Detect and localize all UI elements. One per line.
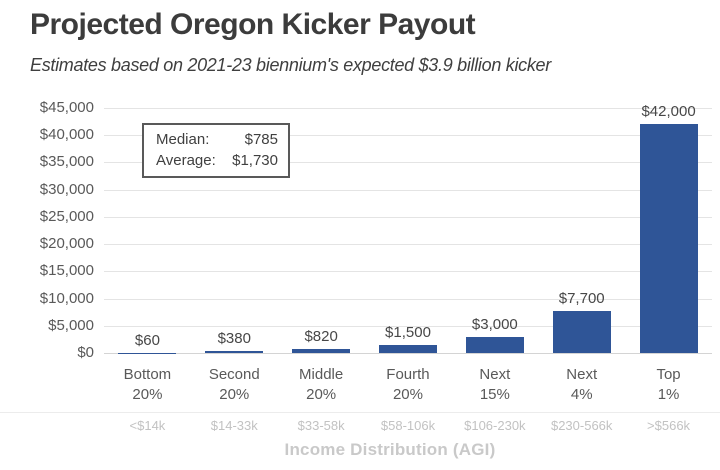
category-axis-line	[0, 412, 720, 413]
page-title: Projected Oregon Kicker Payout	[30, 8, 476, 41]
gridline	[104, 189, 712, 191]
income-range-label: $58-106k	[380, 418, 436, 433]
average-stat-label: Average:	[156, 152, 216, 169]
gridline	[104, 298, 712, 300]
stat-box: Median: $785 Average: $1,730	[142, 123, 290, 178]
x-axis-label-line1: Fourth	[386, 366, 430, 383]
bar-value-label: $380	[217, 329, 251, 347]
x-axis-label: Fourth 20%	[365, 365, 452, 405]
x-axis-label-line1: Bottom	[123, 366, 172, 383]
bar-value-label: $3,000	[471, 315, 518, 333]
y-axis-label: $45,000	[39, 99, 94, 116]
x-axis-label: Next 4%	[538, 365, 625, 405]
x-axis-label: Top 1%	[625, 365, 712, 405]
x-axis-label-line1: Top	[656, 366, 681, 383]
x-axis-label-line1: Next	[479, 366, 511, 383]
bar	[639, 124, 698, 353]
gridline	[104, 108, 712, 109]
x-axis-label-line2: 20%	[132, 386, 163, 403]
bar-value-label: $60	[134, 331, 160, 349]
bar-value-label: $1,500	[385, 323, 431, 341]
x-axis-label: Bottom 20%	[104, 365, 191, 405]
median-stat-label: Median:	[156, 131, 210, 148]
income-ranges-row: <$14k $14-33k $33-58k $58-106k $106-230k $230…	[104, 418, 712, 434]
gridline	[104, 353, 712, 354]
bar	[465, 336, 524, 353]
bar	[292, 348, 351, 353]
bar-value-label: $42,000	[641, 103, 696, 121]
gridline	[104, 325, 712, 327]
x-axis-label-line1: Middle	[299, 366, 344, 383]
x-axis: Bottom 20% Second 20% Middle 20% Fourth 20% Next…	[104, 365, 712, 409]
plot-area: $60 $380 $820 $1,500 $3,000 $7,700 $42,000	[104, 103, 712, 354]
y-axis-label: $30,000	[39, 180, 94, 198]
x-axis-label-line2: 4%	[570, 386, 593, 403]
income-range-label: $14-33k	[210, 418, 258, 433]
y-axis-label: $20,000	[39, 235, 94, 253]
bar-value-label: $820	[304, 327, 338, 345]
gridline	[104, 162, 712, 164]
y-axis-label: $15,000	[39, 262, 94, 280]
income-range-label: $230-566k	[550, 418, 613, 433]
y-axis-label: $0	[77, 344, 94, 361]
y-axis-label: $5,000	[48, 316, 94, 334]
y-axis-label: $40,000	[39, 126, 94, 144]
median-stat-value: $785	[244, 131, 278, 148]
income-range-label: $33-58k	[297, 418, 345, 433]
x-axis-label: Next 15%	[451, 365, 538, 405]
x-axis-label-line2: 15%	[479, 386, 510, 403]
income-range-label: $106-230k	[464, 418, 526, 433]
average-stat-value: $1,730	[232, 152, 278, 169]
x-axis-label: Middle 20%	[278, 365, 365, 405]
x-axis-label-line2: 20%	[219, 386, 250, 403]
gridline	[104, 244, 712, 246]
x-axis-label-line2: 20%	[306, 386, 337, 403]
gridline	[104, 271, 712, 273]
x-axis-label-line2: 1%	[657, 386, 680, 403]
y-axis-label: $35,000	[39, 153, 94, 171]
bar	[205, 350, 264, 353]
gridline	[104, 135, 712, 137]
x-axis-label-line1: Second	[208, 366, 260, 383]
income-range-label: >$566k	[647, 418, 691, 433]
bar-value-label: $7,700	[558, 290, 605, 308]
bar	[552, 311, 611, 353]
gridline	[104, 216, 712, 218]
bar	[379, 344, 437, 353]
x-axis-label-line2: 20%	[392, 386, 423, 403]
y-axis-label: $10,000	[39, 289, 94, 307]
x-axis-label: Second 20%	[191, 365, 278, 405]
income-range-label: <$14k	[129, 418, 166, 433]
y-axis-label: $25,000	[39, 207, 94, 225]
x-axis-title: Income Distribution (AGI)	[284, 440, 496, 459]
x-axis-label-line1: Next	[566, 366, 598, 383]
page-subtitle: Estimates based on 2021-23 biennium's ex…	[30, 55, 551, 75]
y-axis: $0 $5,000 $10,000 $15,000 $20,000 $25,000 $30,…	[10, 99, 98, 361]
